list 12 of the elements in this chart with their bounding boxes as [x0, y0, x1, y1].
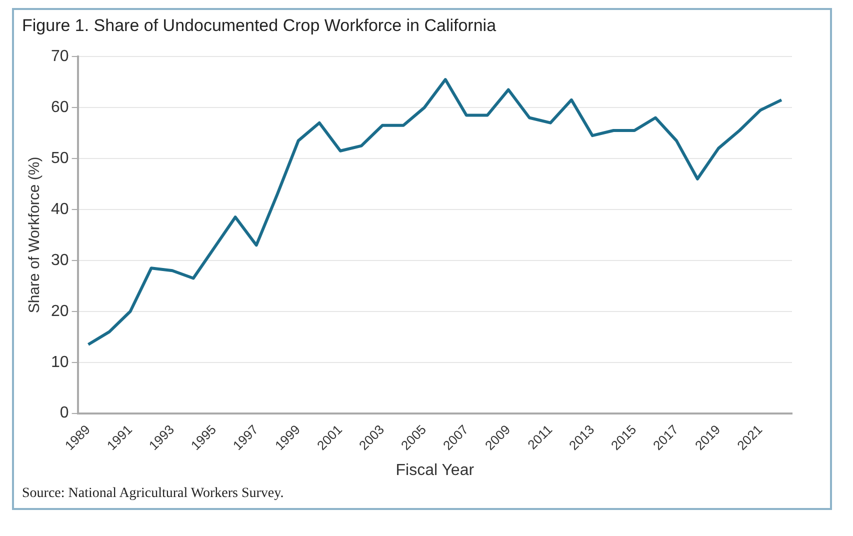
y-tick-label: 30	[51, 252, 69, 269]
y-tick-label: 50	[51, 150, 69, 167]
chart-title: Figure 1. Share of Undocumented Crop Workforce in California	[22, 16, 498, 36]
y-tick-label: 40	[51, 200, 69, 218]
y-tick-label: 60	[51, 98, 69, 116]
source-note: Source: National Agricultural Workers Survey.	[22, 486, 285, 502]
y-tick-label: 20	[51, 302, 69, 320]
y-tick-label: 70	[51, 48, 69, 66]
y-axis-title: Share of Workforce (%)	[26, 156, 44, 314]
y-tick-label: 10	[51, 354, 69, 371]
x-axis-title: Fiscal Year	[396, 462, 475, 479]
y-tick-label: 0	[60, 404, 69, 422]
